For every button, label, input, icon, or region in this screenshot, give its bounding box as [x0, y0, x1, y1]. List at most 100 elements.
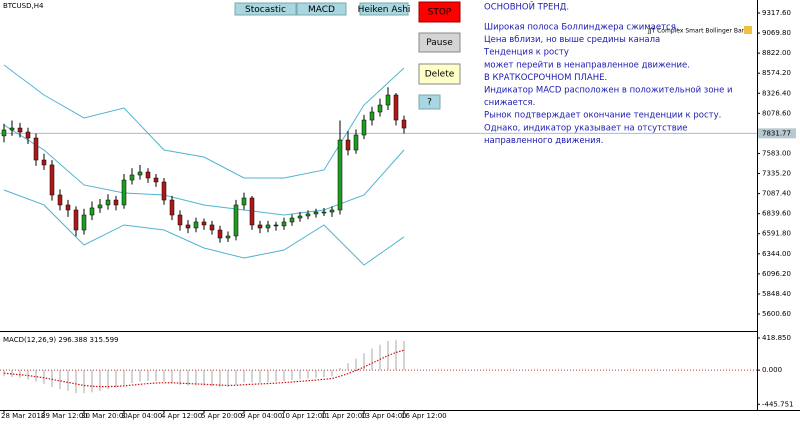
candle-body [297, 215, 303, 219]
candle-body [225, 235, 231, 239]
y-tick-label: 9317.60 [762, 9, 791, 17]
bollinger-middle [3, 124, 405, 216]
candle-body [289, 217, 295, 223]
comment-line: В КРАТКОСРОЧНОМ ПЛАНЕ. [484, 73, 607, 83]
y-tick-label: 6096.20 [762, 270, 791, 278]
current-price-label: 7831.77 [762, 129, 791, 137]
candle-body [81, 214, 87, 231]
candle-body [353, 134, 359, 151]
y-tick-label: -445.751 [762, 400, 793, 408]
candle-body [145, 171, 151, 179]
candle-body [273, 224, 279, 227]
comment-line: Цена вблизи, но выше средины канала [484, 35, 660, 45]
button-label[interactable]: Pause [426, 38, 453, 48]
y-tick-label: 8078.60 [762, 109, 791, 117]
button[interactable] [418, 32, 461, 53]
y-tick-label: 8822.00 [762, 49, 791, 57]
candle-body [249, 197, 255, 226]
candle-body [377, 104, 383, 113]
x-tick-label: 3 Apr 04:00 [121, 412, 162, 420]
candle-body [153, 177, 159, 183]
candle-body [169, 199, 175, 216]
button-label[interactable]: Heiken Ashi [358, 5, 411, 15]
x-tick-label: 13 Apr 04:00 [361, 412, 407, 420]
y-tick-label: 7087.40 [762, 190, 791, 198]
button[interactable] [296, 2, 347, 16]
candle-body [217, 229, 223, 239]
candle-body [233, 204, 239, 237]
button-label[interactable]: STOP [428, 8, 452, 18]
button[interactable] [359, 2, 409, 16]
signal-line [3, 349, 405, 388]
x-tick-label: 5 Apr 20:00 [201, 412, 242, 420]
y-tick-label: 6839.60 [762, 210, 791, 218]
comment-line: снижается. [484, 98, 535, 108]
candle-body [121, 179, 127, 206]
current-price-box [758, 128, 796, 139]
candle-body [209, 224, 215, 231]
button[interactable] [418, 63, 461, 85]
button-label[interactable]: Delete [425, 70, 455, 80]
button[interactable] [234, 2, 297, 16]
bollinger-lower [3, 189, 405, 266]
candle-body [321, 211, 327, 214]
candle-body [241, 197, 247, 206]
y-tick-label: 5600.60 [762, 310, 791, 318]
comment-line: Тенденция к росту [483, 48, 569, 58]
x-tick-label: 28 Mar 2018 [1, 412, 45, 420]
x-tick-label: 16 Apr 12:00 [401, 412, 447, 420]
y-tick-label: 7335.20 [762, 170, 791, 178]
candle-body [89, 207, 95, 216]
candle-body [33, 137, 39, 161]
candle-body [97, 204, 103, 209]
y-tick-label: 0.000 [762, 366, 782, 374]
x-tick-label: 9 Apr 04:00 [241, 412, 282, 420]
comment-line: Рынок подтверждает окончание тенденции к… [484, 111, 721, 121]
candle-body [265, 224, 271, 229]
x-tick-label: 11 Apr 20:00 [321, 412, 367, 420]
candle-body [313, 211, 319, 215]
button-label[interactable]: Stocastic [245, 5, 286, 15]
button-label[interactable]: MACD [308, 5, 335, 15]
comment-line: направленного движения. [484, 136, 603, 146]
candle-body [49, 164, 55, 196]
comment-line: Индикатор MACD расположен в положительно… [484, 86, 733, 96]
candle-body [113, 199, 119, 206]
indicator-icon [744, 26, 752, 34]
symbol-title: BTCUSD,H4 [3, 2, 44, 10]
candle-body [305, 213, 311, 217]
candle-body [1, 129, 7, 137]
x-tick-label: 10 Apr 12:00 [281, 412, 327, 420]
y-tick-label: 7583.00 [762, 149, 791, 157]
y-tick-label: 8574.20 [762, 69, 791, 77]
candle-body [129, 174, 135, 181]
button[interactable] [418, 94, 441, 110]
x-tick-label: 4 Apr 12:00 [161, 412, 202, 420]
candle-body [9, 127, 15, 131]
candle-body [25, 131, 31, 139]
candle-body [137, 171, 143, 176]
button-label[interactable]: ? [427, 98, 432, 108]
candle-body [361, 119, 367, 136]
candle-body [185, 224, 191, 229]
candle-body [393, 94, 399, 121]
candle-body [281, 221, 287, 227]
y-tick-label: 6344.00 [762, 250, 791, 258]
candle-body [73, 209, 79, 231]
candle-body [257, 224, 263, 229]
candle-body [201, 221, 207, 226]
bollinger-upper [3, 64, 405, 179]
comment-line: ОСНОВНОЙ ТРЕНД. [484, 1, 569, 13]
candle-body [345, 139, 351, 151]
x-tick-label: 29 Mar 12:00 [41, 412, 88, 420]
candle-body [105, 199, 111, 206]
y-tick-label: 8326.40 [762, 89, 791, 97]
candle-body [41, 159, 47, 166]
candle-body [337, 139, 343, 211]
candle-body [65, 204, 71, 211]
button[interactable] [418, 1, 461, 23]
indicator-label: JJT Complex Smart Bollinger Bands [647, 28, 752, 35]
y-tick-label: 418.850 [762, 334, 791, 342]
